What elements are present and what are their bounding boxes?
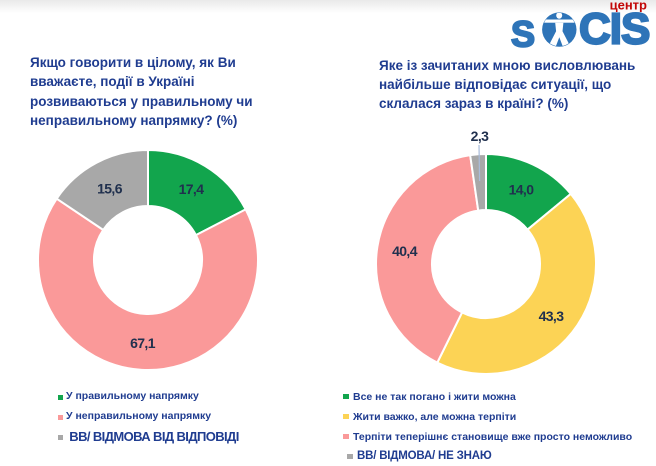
svg-text:2,3: 2,3: [471, 128, 489, 144]
svg-text:17,4: 17,4: [179, 181, 205, 197]
svg-text:43,3: 43,3: [539, 308, 565, 324]
svg-text:15,6: 15,6: [97, 181, 123, 197]
svg-text:S: S: [511, 14, 535, 53]
svg-text:14,0: 14,0: [509, 182, 535, 198]
svg-text:40,4: 40,4: [392, 243, 418, 259]
svg-text:центр: центр: [610, 0, 647, 13]
svg-text:67,1: 67,1: [130, 335, 156, 351]
svg-text:CIS: CIS: [579, 5, 649, 53]
